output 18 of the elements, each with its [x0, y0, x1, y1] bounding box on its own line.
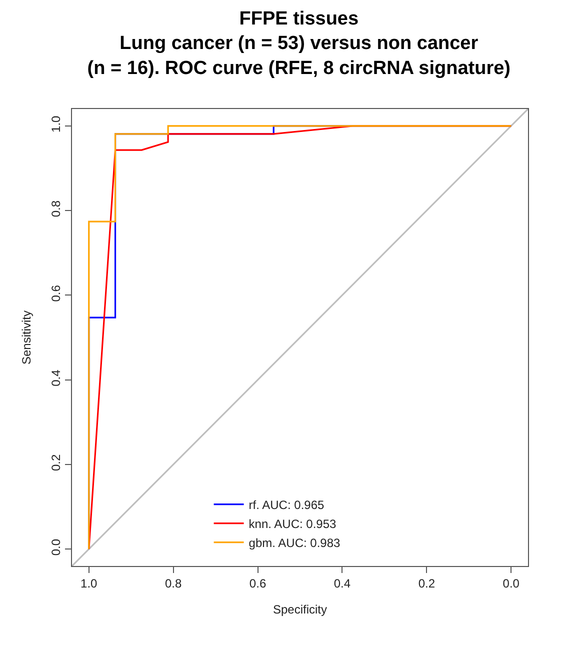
x-tick-label: 0.4 — [334, 576, 351, 590]
y-tick-label: 0.0 — [49, 538, 64, 556]
y-tick-label: 0.8 — [49, 200, 64, 218]
x-tick-label: 0.8 — [164, 576, 182, 590]
x-tick-label: 1.0 — [80, 576, 98, 590]
x-tick-label: 0.0 — [502, 576, 520, 590]
legend-label: rf. AUC: 0.965 — [248, 498, 324, 512]
x-tick-label: 0.2 — [418, 576, 436, 590]
legend-label: knn. AUC: 0.953 — [248, 517, 337, 532]
chart-title: FFPE tissues Lung cancer (n = 53) versus non cancer (n = 16). ROC curve (RFE, 8 circRNA signature) — [87, 8, 511, 79]
y-tick-label: 0.4 — [49, 369, 64, 386]
y-tick-label: 0.6 — [49, 284, 64, 302]
y-tick-label: 1.0 — [49, 115, 64, 132]
y-tick-label: 0.2 — [49, 454, 64, 471]
x-tick-label: 0.6 — [249, 576, 266, 590]
x-axis-title: Specificity — [272, 602, 328, 616]
y-axis-title: Sensitivity — [20, 310, 34, 365]
legend-label: gbm. AUC: 0.983 — [248, 536, 341, 550]
